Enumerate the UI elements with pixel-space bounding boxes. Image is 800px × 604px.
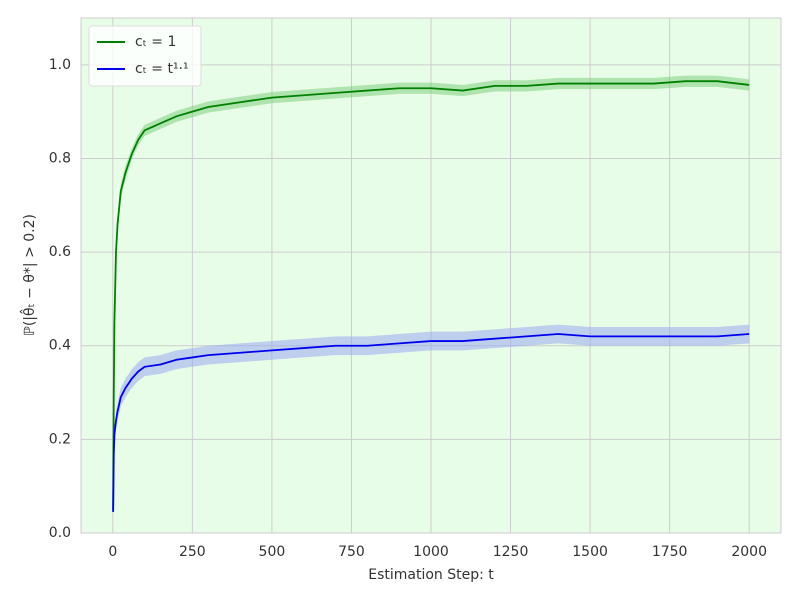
plot-frame [80,17,782,534]
y-tick-label: 0.6 [49,244,71,260]
x-tick-label: 500 [259,544,286,560]
x-tick-label: 2000 [731,544,767,560]
y-axis-label: ℙ(|θ̂ₜ − θ*| > 0.2) [19,214,38,336]
line [112,80,750,510]
x-tick-label: 1000 [413,544,449,560]
x-tick-label: 250 [179,544,206,560]
x-tick-label: 750 [338,544,365,560]
confidence-band [113,324,750,515]
line [112,333,750,512]
legend-label: cₜ = t¹·¹ [135,61,189,77]
x-axis-label: Estimation Step: t [368,567,494,583]
y-tick-label: 0.4 [49,338,71,354]
y-tick-label: 0.8 [49,150,71,166]
y-tick-label: 0.0 [49,525,71,541]
x-tick-label: 0 [108,544,117,560]
x-tick-label: 1250 [493,544,529,560]
legend-label: cₜ = 1 [135,34,176,50]
x-tick-label: 1750 [652,544,688,560]
y-tick-label: 0.2 [49,431,71,447]
y-tick-label: 1.0 [49,57,71,73]
confidence-band [113,75,750,515]
x-tick-label: 1500 [572,544,608,560]
